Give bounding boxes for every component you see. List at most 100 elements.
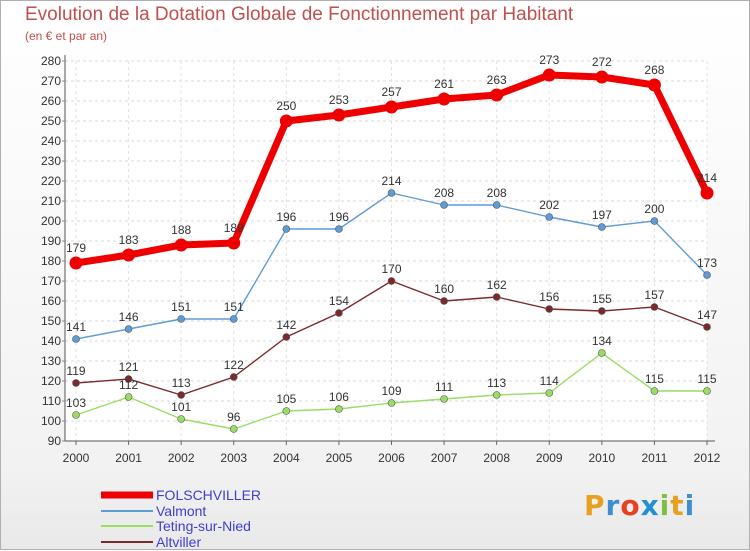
- y-tick-label: 100: [41, 414, 61, 428]
- data-point: [177, 315, 185, 323]
- data-label: 101: [171, 400, 191, 414]
- data-point: [492, 293, 501, 301]
- data-label: 272: [592, 55, 612, 69]
- data-label: 114: [540, 374, 559, 388]
- data-point: [335, 309, 343, 317]
- data-point: [650, 303, 659, 311]
- data-point: [595, 70, 609, 84]
- chart-subtitle: (en € et par an): [25, 29, 108, 43]
- data-label: 179: [66, 241, 86, 255]
- y-tick-label: 260: [41, 94, 61, 108]
- data-label: 113: [172, 376, 191, 390]
- y-tick-label: 190: [41, 234, 61, 248]
- data-label: 111: [435, 380, 454, 394]
- x-tick-label: 2006: [378, 451, 405, 465]
- data-point: [229, 315, 238, 323]
- legend-label: Teting-sur-Nied: [156, 518, 251, 534]
- logo-letter: x: [640, 489, 660, 522]
- data-point: [229, 425, 238, 433]
- data-label: 157: [644, 288, 664, 302]
- data-label: 214: [697, 171, 717, 185]
- data-label: 154: [329, 294, 349, 308]
- data-point: [69, 256, 83, 270]
- logo-letter: o: [620, 489, 641, 522]
- data-label: 188: [171, 223, 191, 237]
- chart-title: Evolution de la Dotation Globale de Fonc…: [25, 4, 574, 25]
- data-label: 106: [329, 390, 349, 404]
- data-point: [647, 78, 661, 92]
- data-point: [332, 108, 346, 122]
- data-label: 214: [381, 174, 401, 188]
- x-tick-label: 2008: [483, 451, 510, 465]
- data-label: 202: [539, 198, 559, 212]
- data-point: [650, 387, 659, 395]
- data-label: 253: [329, 93, 349, 107]
- x-tick-label: 2004: [273, 451, 300, 465]
- data-label: 119: [66, 364, 85, 378]
- data-point: [282, 333, 291, 341]
- data-label: 273: [539, 53, 559, 67]
- data-point: [703, 323, 711, 331]
- data-point: [545, 213, 554, 221]
- data-point: [124, 375, 133, 383]
- data-point: [598, 307, 606, 315]
- data-label: 170: [381, 262, 401, 276]
- data-point: [440, 395, 448, 403]
- data-point: [490, 88, 504, 102]
- data-point: [72, 335, 80, 343]
- x-tick-label: 2011: [642, 451, 668, 465]
- data-point: [174, 238, 188, 252]
- data-point: [177, 391, 185, 399]
- y-tick-label: 250: [41, 114, 61, 128]
- data-point: [545, 389, 554, 397]
- data-label: 261: [434, 77, 454, 91]
- y-tick-label: 150: [41, 314, 61, 328]
- data-point: [387, 277, 396, 285]
- data-label: 122: [224, 358, 244, 372]
- data-label: 263: [487, 73, 507, 87]
- data-label: 103: [66, 396, 86, 410]
- y-tick-label: 90: [48, 434, 62, 448]
- data-label: 151: [224, 300, 244, 314]
- y-tick-label: 140: [41, 334, 61, 348]
- data-point: [282, 407, 291, 415]
- y-tick-label: 270: [41, 74, 61, 88]
- legend-label: FOLSCHVILLER: [156, 487, 261, 503]
- data-point: [335, 405, 343, 413]
- data-label: 147: [697, 308, 717, 322]
- data-label: 151: [171, 300, 191, 314]
- data-point: [703, 271, 711, 279]
- y-tick-label: 160: [41, 294, 61, 308]
- data-point: [72, 411, 80, 419]
- data-label: 196: [329, 210, 349, 224]
- data-label: 268: [644, 63, 664, 77]
- data-point: [124, 393, 133, 401]
- data-label: 113: [487, 376, 506, 390]
- logo-letter: r: [605, 489, 621, 522]
- x-tick-label: 2012: [694, 451, 721, 465]
- data-label: 200: [644, 202, 664, 216]
- data-label: 208: [434, 186, 454, 200]
- x-tick-label: 2010: [588, 451, 615, 465]
- logo-letter: i: [684, 489, 696, 522]
- y-tick-label: 110: [42, 394, 61, 408]
- data-label: 189: [224, 221, 244, 235]
- data-point: [72, 379, 80, 387]
- data-label: 96: [227, 410, 241, 424]
- data-point: [598, 349, 606, 357]
- legend-label: Valmont: [156, 503, 206, 519]
- data-label: 134: [592, 334, 612, 348]
- data-label: 115: [645, 372, 664, 386]
- data-point: [542, 68, 556, 82]
- y-tick-label: 120: [41, 374, 61, 388]
- data-label: 142: [276, 318, 296, 332]
- y-tick-label: 170: [41, 274, 61, 288]
- data-label: 155: [592, 292, 612, 306]
- logo-letter: i: [659, 489, 671, 522]
- y-tick-label: 240: [41, 134, 61, 148]
- x-tick-label: 2007: [431, 451, 458, 465]
- data-label: 257: [381, 85, 401, 99]
- x-tick-label: 2001: [115, 451, 142, 465]
- data-point: [440, 297, 448, 305]
